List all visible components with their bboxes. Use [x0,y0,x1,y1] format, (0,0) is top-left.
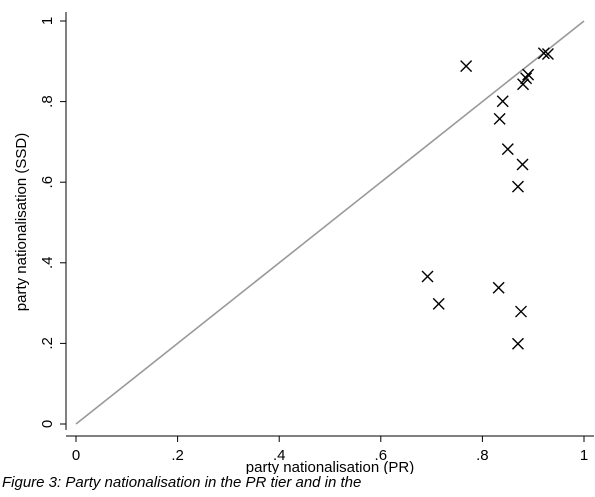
scatter-point [492,281,505,294]
y-tick-label: .8 [39,95,56,108]
x-tick-label: .4 [273,447,286,464]
scatter-point [496,95,509,108]
y-tick-label: 0 [39,420,56,428]
scatter-point [511,337,524,350]
scatter-point [522,68,535,81]
reference-line-45deg [75,20,585,425]
plot-area [75,20,585,425]
y-tick-label: .6 [39,176,56,189]
scatter-point [460,60,473,73]
y-tick-label: .4 [39,257,56,270]
x-tick-label: 0 [72,447,80,464]
x-axis-ticks: 0 .2 .4 .6 .8 1 [72,436,588,464]
y-axis-ticks: 0 .2 .4 .6 .8 1 [39,17,66,428]
x-axis-title: party nationalisation (PR) [246,459,414,474]
scatter-point [432,297,445,310]
scatter-point [421,270,434,283]
scatter-point [516,158,529,171]
scatter-point [517,78,530,91]
y-axis-title: party nationalisation (SSD) [13,133,30,311]
scatter-point [493,112,506,125]
scatter-point [520,72,533,85]
figure-caption: Figure 3: Party nationalisation in the P… [2,474,362,491]
x-tick-label: .8 [476,447,489,464]
scatter-point [541,48,554,61]
y-tick-label: 1 [39,17,56,25]
scatter-chart: 0 .2 .4 .6 .8 1 0 .2 .4 .6 .8 1 party nationalisat… [13,12,594,474]
y-tick-label: .2 [39,337,56,350]
scatter-point [511,180,524,193]
scatter-point [501,143,514,156]
scatter-point [515,305,528,318]
x-tick-label: .6 [375,447,388,464]
scatter-point [537,47,550,60]
x-tick-label: 1 [580,447,588,464]
x-tick-label: .2 [171,447,184,464]
